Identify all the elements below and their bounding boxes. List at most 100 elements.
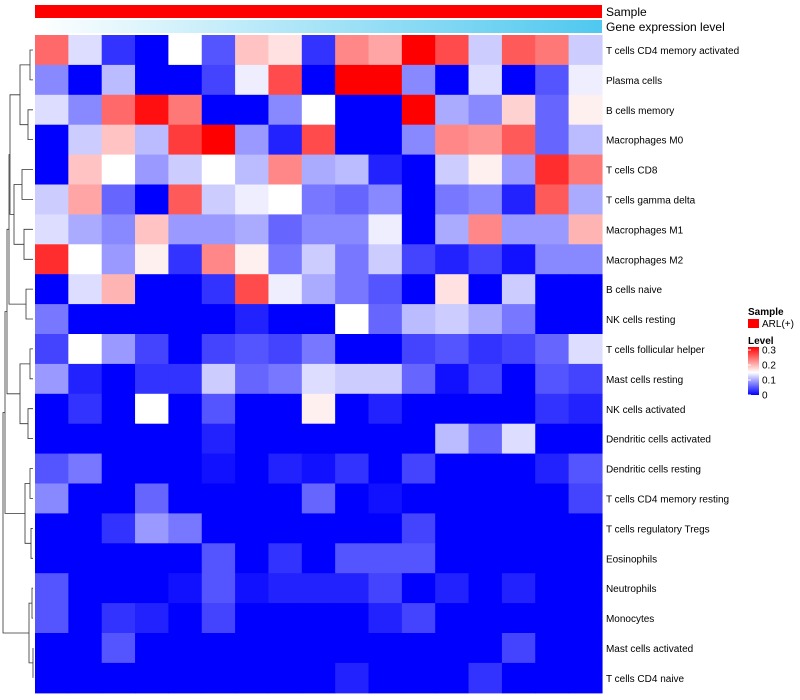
heatmap-cell [401,453,436,485]
heatmap-cell [135,304,169,335]
heatmap-cell [401,94,436,126]
heatmap-cell [568,603,603,634]
heatmap-cell [101,35,136,66]
heatmap-cell [101,423,136,455]
heatmap-cell [401,274,436,305]
heatmap-cell [501,453,536,485]
heatmap-cell [435,633,470,664]
heatmap-cell [335,35,370,66]
heatmap-cell [135,662,169,694]
dendrogram-branch [27,109,33,140]
heatmap-cell [468,633,503,664]
heatmap-cell [135,124,169,156]
heatmap-cell [568,423,603,455]
heatmap-cell [201,35,236,66]
dendrogram-branch [13,184,24,245]
heatmap-cell [435,35,470,66]
heatmap-cell [201,214,236,245]
heatmap-cell [468,543,503,574]
heatmap-cell [435,154,470,186]
heatmap-cell [135,35,169,66]
heatmap-cell [435,244,470,275]
heatmap-cell [235,483,270,514]
heatmap-cell [235,603,270,634]
heatmap-cell [335,662,370,694]
heatmap-cell [535,35,570,66]
dendrogram-branch [9,94,20,215]
heatmap-cell [301,244,336,275]
heatmap-cell [368,633,403,664]
row-label: T cells gamma delta [606,195,696,206]
heatmap-cell [135,184,169,215]
heatmap-cell [168,453,203,485]
heatmap-cell [435,423,470,455]
heatmap-cell [35,453,69,485]
row-label: Dendritic cells resting [606,465,701,476]
heatmap-cell [435,274,470,305]
legend-level-tick-label: 0.3 [762,346,776,357]
heatmap-cell [235,334,270,365]
heatmap-cell [535,184,570,215]
dendrogram-branch [8,154,26,305]
heatmap-cell [368,543,403,574]
row-label: Eosinophils [606,554,657,565]
heatmap-cell [35,154,69,186]
heatmap-cell [435,214,470,245]
heatmap-cell [535,363,570,395]
heatmap-cell [168,184,203,215]
heatmap-cell [435,363,470,395]
row-label: Macrophages M2 [606,255,684,266]
heatmap-cell [268,304,303,335]
heatmap-cell [535,124,570,156]
heatmap-cell [468,423,503,455]
heatmap-cell [501,633,536,664]
heatmap-cell [568,633,603,664]
heatmap-cell [268,662,303,694]
heatmap-cell [501,543,536,574]
row-label: Mast cells resting [606,375,683,386]
heatmap-cell [135,94,169,126]
heatmap-cell [568,543,603,574]
heatmap-cell [435,94,470,126]
heatmap-cell [335,603,370,634]
dendrogram-branch [30,528,33,559]
heatmap-cell [501,513,536,544]
heatmap-cell [535,64,570,96]
heatmap-cell [501,35,536,66]
heatmap-cell [68,573,103,604]
heatmap-cell [268,214,303,245]
heatmap-cell [135,603,169,634]
heatmap-cell [435,453,470,485]
heatmap-cell [435,184,470,215]
dendrogram-branch [23,228,33,260]
heatmap-cell [168,214,203,245]
heatmap-cell [335,184,370,215]
heatmap-cell [68,453,103,485]
heatmap-cell [501,603,536,634]
heatmap-cell [135,453,169,485]
heatmap-cell [468,64,503,96]
gene-expression-annotation-label: Gene expression level [606,20,725,34]
heatmap-cell [468,184,503,215]
heatmap-cell [168,274,203,305]
heatmap-cell [201,244,236,275]
heatmap-cell [35,393,69,425]
heatmap-cell [435,573,470,604]
heatmap-cell [68,633,103,664]
legend-sample-item: ARL(+) [762,319,794,330]
dendrogram-branch [19,64,30,126]
heatmap-cell [535,662,570,694]
heatmap-cell [401,214,436,245]
heatmap-cell [401,543,436,574]
heatmap-cell [335,334,370,365]
legend-level-colorbar [748,347,759,395]
heatmap-cell [101,154,136,186]
heatmap-cell [301,94,336,126]
heatmap-cell [68,393,103,425]
heatmap-cell [501,184,536,215]
heatmap-cell [401,35,436,66]
heatmap-cell [101,513,136,544]
heatmap-cell [35,94,69,126]
heatmap-cell [568,274,603,305]
heatmap-cell [568,334,603,365]
